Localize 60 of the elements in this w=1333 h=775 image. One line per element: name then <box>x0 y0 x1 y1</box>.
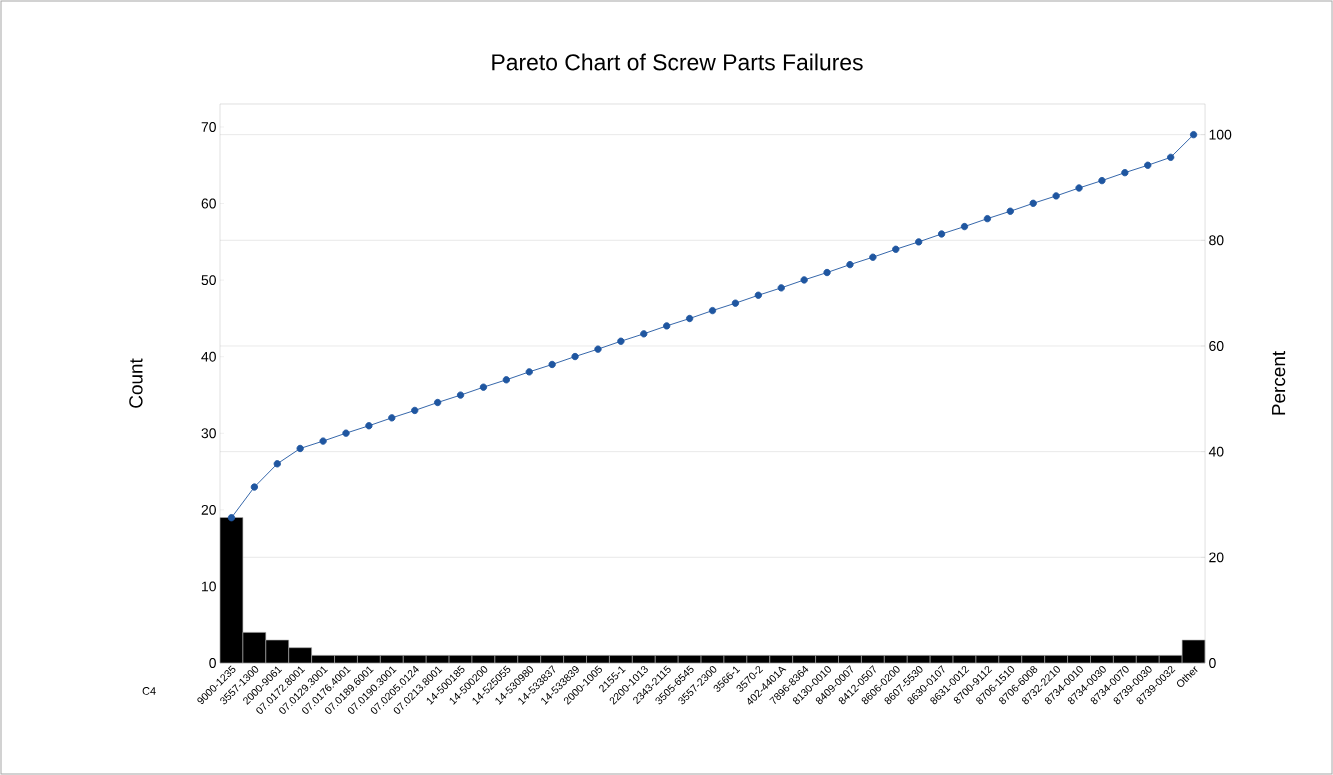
y2-tick-label: 80 <box>1209 235 1224 246</box>
point <box>685 314 694 323</box>
point <box>1006 207 1014 215</box>
x-axis-title: C4 <box>142 687 156 695</box>
y2-tick-label: 40 <box>1208 446 1224 457</box>
point <box>777 284 785 292</box>
point <box>640 330 648 338</box>
point <box>502 376 510 384</box>
point <box>1075 184 1083 192</box>
point <box>731 299 740 307</box>
y-tick-label: 30 <box>201 428 216 439</box>
point <box>892 245 900 253</box>
y2-axis-title: Percent <box>1272 351 1286 415</box>
point <box>479 383 488 391</box>
point <box>800 276 808 284</box>
y-tick-label: 10 <box>202 581 216 592</box>
point <box>823 268 831 277</box>
point <box>433 398 442 407</box>
point <box>273 460 281 468</box>
point <box>594 345 602 353</box>
y-tick-label: 60 <box>201 198 216 209</box>
y2-tick-label: 60 <box>1209 341 1224 351</box>
y-tick-label: 40 <box>201 351 216 362</box>
point <box>296 444 304 453</box>
point <box>342 429 350 437</box>
point <box>1121 169 1129 177</box>
chart-title: Pareto Chart of Screw Parts Failures <box>492 53 863 71</box>
point <box>617 337 625 345</box>
point <box>456 391 465 399</box>
y-tick-label: 20 <box>201 504 216 515</box>
point <box>663 322 671 330</box>
point <box>869 253 877 261</box>
y2-tick-label: 100 <box>1209 129 1232 140</box>
point <box>1052 192 1060 200</box>
point <box>708 306 717 315</box>
point <box>754 291 762 299</box>
point <box>1189 130 1198 139</box>
y2-tick-label: 0 <box>1209 658 1216 668</box>
point <box>548 360 556 369</box>
y2-tick-label: 20 <box>1209 552 1224 563</box>
point <box>1144 161 1152 169</box>
point <box>365 422 373 430</box>
point <box>983 214 992 223</box>
point <box>571 352 579 361</box>
point <box>960 222 969 231</box>
point <box>1167 153 1175 161</box>
point <box>1029 199 1037 207</box>
point <box>1098 176 1106 185</box>
point <box>319 437 327 445</box>
point <box>411 406 419 415</box>
point <box>525 368 533 376</box>
point <box>227 514 236 522</box>
point <box>388 414 396 422</box>
y-axis-title: Count <box>129 358 143 408</box>
point <box>915 238 923 246</box>
y-tick-label: 50 <box>201 275 216 286</box>
point <box>846 260 854 269</box>
y-tick-label: 70 <box>201 122 216 132</box>
point <box>250 483 259 491</box>
point <box>937 230 946 238</box>
